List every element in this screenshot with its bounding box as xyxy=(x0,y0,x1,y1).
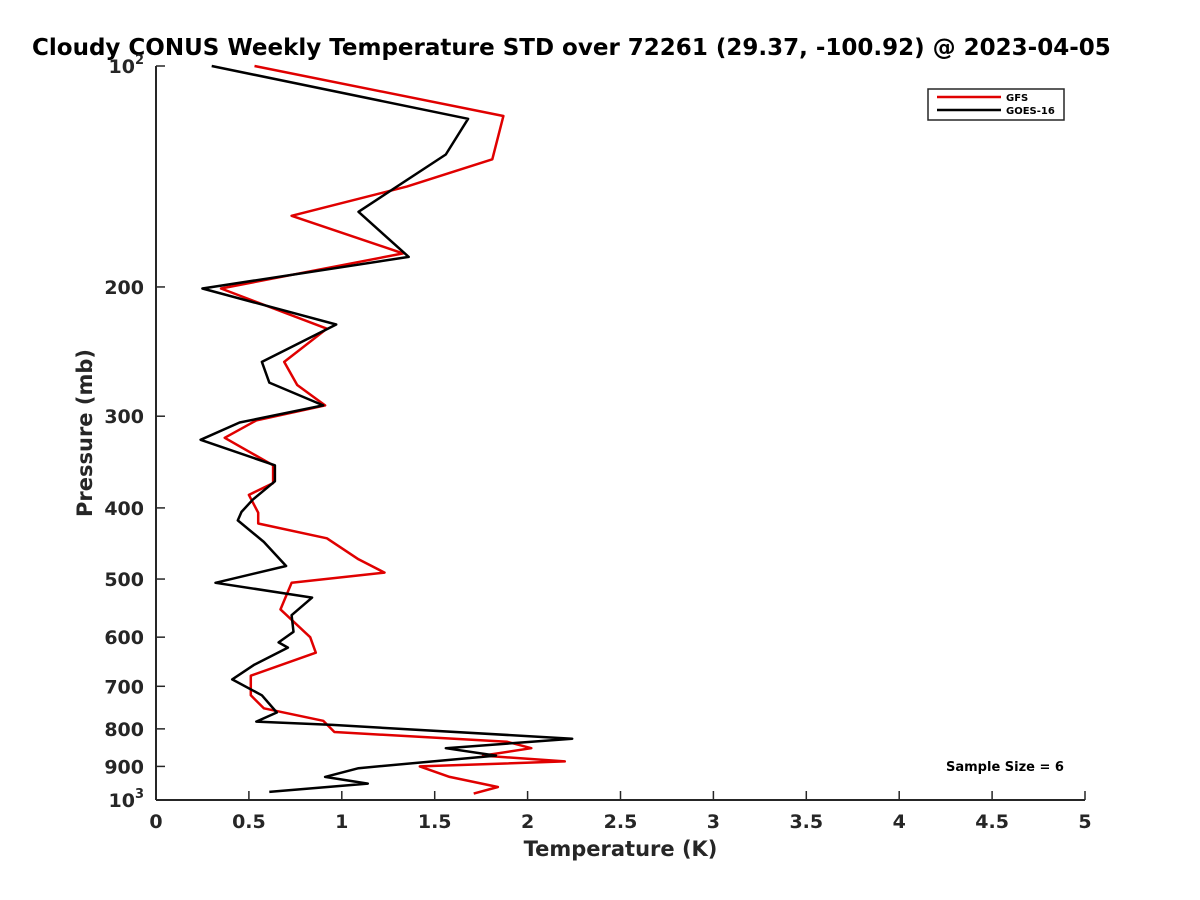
y-tick-label: 800 xyxy=(104,719,144,741)
x-tick-label: 2.5 xyxy=(604,811,638,833)
x-tick-label: 1.5 xyxy=(418,811,452,833)
y-tick-label: 200 xyxy=(104,277,144,299)
y-axis-label: Pressure (mb) xyxy=(73,349,97,517)
series-line-gfs xyxy=(219,64,567,795)
series-layer xyxy=(199,64,574,795)
y-tick-label: 900 xyxy=(104,756,144,778)
x-tick-label: 5 xyxy=(1078,811,1091,833)
y-tick-label: 500 xyxy=(104,569,144,591)
y-tick-label: 700 xyxy=(104,676,144,698)
x-tick-label: 2 xyxy=(521,811,534,833)
plot-area xyxy=(156,66,1085,800)
x-tick-label: 4 xyxy=(893,811,906,833)
x-tick-label: 4.5 xyxy=(975,811,1009,833)
y-tick-label: 102 xyxy=(109,53,145,78)
y-tick-label: 103 xyxy=(109,787,145,812)
chart-title: Cloudy CONUS Weekly Temperature STD over… xyxy=(32,35,1111,61)
legend: GFS GOES-16 xyxy=(927,88,1065,121)
x-tick-label: 0.5 xyxy=(232,811,266,833)
sample-size-annotation: Sample Size = 6 xyxy=(946,760,1064,775)
x-tick-label: 3.5 xyxy=(789,811,823,833)
legend-label-goes16: GOES-16 xyxy=(1006,106,1055,117)
y-tick-label: 300 xyxy=(104,406,144,428)
x-tick-label: 1 xyxy=(335,811,348,833)
y-tick-label: 600 xyxy=(104,627,144,649)
legend-label-gfs: GFS xyxy=(1006,93,1028,104)
x-tick-label: 0 xyxy=(149,811,162,833)
x-tick-label: 3 xyxy=(707,811,720,833)
x-axis-label: Temperature (K) xyxy=(524,837,718,861)
legend-box xyxy=(927,88,1065,121)
x-ticks: 0 0.5 1 1.5 2 2.5 3 3.5 4 4.5 5 xyxy=(149,791,1092,833)
y-ticks: 102 200 300 400 500 600 700 800 900 103 xyxy=(104,53,165,812)
series-line-goes16 xyxy=(199,64,574,794)
y-tick-label: 400 xyxy=(104,498,144,520)
